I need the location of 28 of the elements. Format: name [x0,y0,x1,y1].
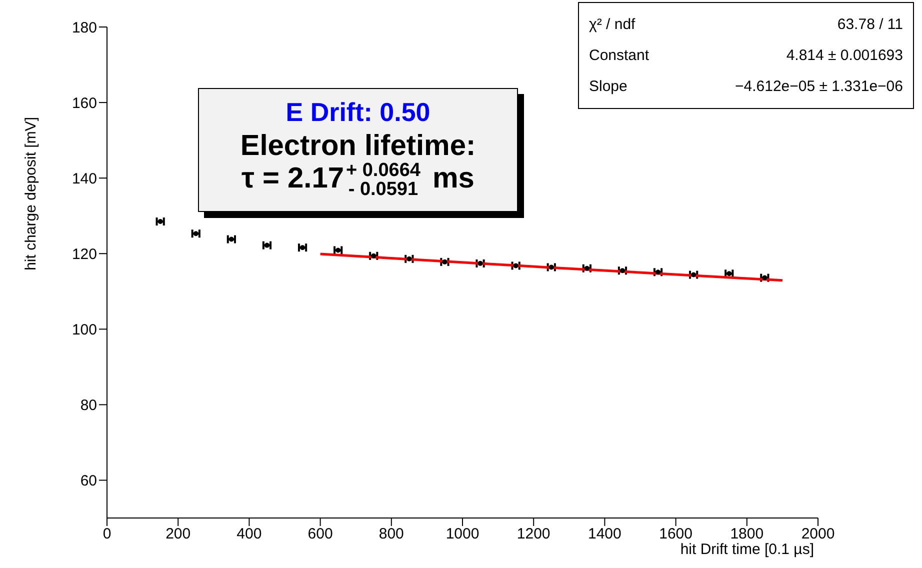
x-tick-label: 1000 [446,526,480,543]
y-tick-label: 180 [72,19,97,36]
x-tick-label: 1400 [588,526,622,543]
y-tick-label: 100 [72,321,97,338]
y-axis-title: hit charge deposit [mV] [22,117,40,270]
annotation: −4.612e−05 ± 1.331e−06 [735,78,903,95]
x-tick-label: 0 [102,526,112,543]
y-tick-label: 60 [80,472,97,490]
x-tick-label: 200 [166,526,191,543]
x-tick-label: 1600 [659,526,692,543]
annotation: χ² / ndf [589,16,636,33]
annotation: Slope [589,78,628,95]
annotation: Electron lifetime: [239,130,477,162]
x-tick-label: 1200 [516,526,550,543]
y-tick-label: 80 [80,397,97,414]
x-tick-label: 1800 [730,526,764,543]
x-tick-label: 600 [308,526,333,543]
y-tick-label: 140 [72,170,97,188]
annotation: Constant [589,47,650,64]
annotation: 4.814 ± 0.001693 [786,47,903,64]
x-tick-label: 2000 [801,526,835,543]
y-tick-label: 160 [72,94,97,112]
x-tick-label: 800 [378,526,404,543]
annotation: E Drift: 0.50 [284,97,432,128]
text: 63.78 / 11 [837,16,903,33]
y-tick-label: 120 [72,246,97,263]
x-axis-title: hit Drift time [0.1 µs] [680,541,814,558]
x-tick-label: 400 [236,526,262,543]
